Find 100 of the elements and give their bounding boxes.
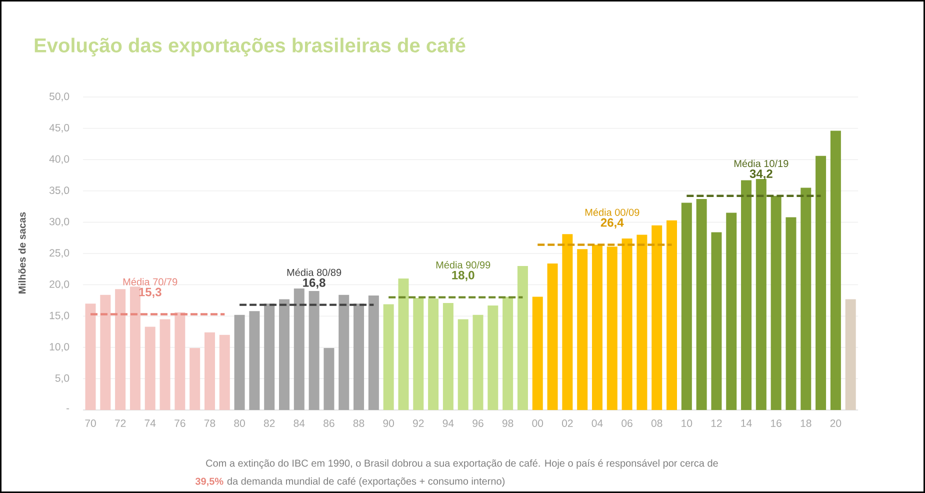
- bar: [308, 291, 320, 410]
- x-tick-label: 02: [562, 420, 573, 427]
- bar: [681, 202, 692, 410]
- text: Média 80/89: [287, 268, 342, 276]
- x-tick-label: 92: [413, 420, 424, 427]
- bar: [100, 294, 111, 410]
- bar: [711, 232, 722, 410]
- x-tick-label: 08: [651, 420, 662, 427]
- bar: [160, 319, 170, 410]
- bar: [249, 311, 260, 410]
- text: Com a extinção do IBC em 1990, o Brasil dobrou a sua exportação de café. Hoje o país é responsável por cerca de: [206, 459, 718, 469]
- bar: [666, 220, 678, 410]
- text: Média 10/19: [734, 160, 788, 168]
- text: Média 70/79: [123, 278, 178, 286]
- bar: [606, 246, 618, 410]
- y-tick-label: 10,0: [50, 343, 70, 352]
- y-tick-label: 35,0: [49, 186, 70, 196]
- bar: [324, 348, 334, 410]
- x-tick-label: 14: [741, 420, 752, 427]
- x-tick-label: 72: [115, 420, 126, 427]
- bar: [502, 296, 514, 410]
- bar: [398, 278, 409, 410]
- bar: [770, 196, 782, 410]
- text: Média 00/09: [585, 208, 640, 216]
- x-tick-label: 78: [204, 420, 216, 427]
- x-tick-label: 70: [85, 420, 96, 427]
- x-tick-label: 20: [830, 420, 842, 427]
- x-tick-label: 90: [383, 420, 394, 427]
- bar: [786, 217, 796, 410]
- bar: [115, 289, 126, 410]
- bar: [652, 225, 662, 410]
- bar: [577, 249, 588, 410]
- x-tick-label: 10: [682, 420, 692, 427]
- x-tick-label: 00: [532, 420, 544, 427]
- x-tick-label: 12: [711, 420, 722, 427]
- text: 39,5%: [195, 478, 224, 486]
- y-tick-label: 15,0: [50, 312, 70, 320]
- bar: [458, 319, 468, 410]
- bar: [219, 334, 230, 410]
- bar: [696, 199, 707, 410]
- bar: [354, 304, 364, 410]
- bar: [562, 234, 573, 410]
- bar: [338, 294, 350, 410]
- bar: [130, 286, 140, 410]
- bar: [190, 348, 200, 410]
- bar: [174, 312, 186, 410]
- data-label: 15,3: [139, 288, 162, 298]
- data-label: 34,2: [750, 169, 772, 180]
- data-label: 16,8: [303, 278, 326, 289]
- bar: [800, 188, 812, 410]
- data-label: 26,4: [600, 218, 624, 229]
- x-tick-label: 94: [442, 420, 454, 427]
- bar: [830, 130, 841, 410]
- bar: [413, 298, 424, 410]
- bar: [472, 314, 484, 410]
- bar: [741, 180, 752, 410]
- x-tick-label: 74: [144, 420, 156, 427]
- y-tick-label: 50,0: [50, 92, 70, 102]
- y-tick-label: -: [66, 408, 70, 410]
- chart-title: Evolução das exportações brasileiras de café: [34, 38, 466, 56]
- bar: [264, 304, 275, 410]
- bar: [383, 304, 394, 410]
- y-tick-label: 20,0: [50, 280, 70, 290]
- bar: [428, 298, 439, 410]
- y-tick-label: 25,0: [50, 249, 70, 258]
- bar: [532, 296, 543, 410]
- bar: [816, 156, 826, 410]
- y-tick-label: 40,0: [49, 155, 70, 164]
- text: da demanda mundial de café (exportações + consumo interno): [227, 477, 505, 487]
- bar: [294, 288, 304, 410]
- y-tick-label: 30,0: [49, 218, 70, 227]
- bar: [517, 266, 528, 410]
- bar: [488, 305, 498, 410]
- x-tick-label: 76: [174, 420, 186, 427]
- x-tick-label: 06: [622, 420, 632, 427]
- bar: [726, 212, 737, 410]
- bar: [845, 299, 856, 410]
- x-tick-label: 84: [294, 420, 305, 427]
- x-tick-label: 04: [592, 420, 603, 427]
- bar: [622, 238, 632, 410]
- bar: [144, 326, 156, 410]
- x-tick-label: 98: [502, 420, 514, 427]
- x-tick-label: 80: [234, 420, 245, 427]
- bar: [204, 332, 215, 410]
- bar: [636, 234, 648, 410]
- bar: [547, 264, 558, 410]
- y-tick-label: 45,0: [49, 124, 70, 133]
- bar: [756, 179, 766, 410]
- bar: [592, 244, 602, 410]
- bar: [234, 314, 245, 410]
- y-tick-label: 5,0: [55, 374, 70, 384]
- data-label: 18,0: [452, 270, 474, 282]
- bar: [85, 304, 96, 410]
- x-tick-label: 88: [353, 420, 364, 427]
- y-axis-title: Milhões de sacas: [18, 212, 26, 294]
- bar: [279, 299, 290, 410]
- bar: [442, 302, 454, 410]
- x-tick-label: 16: [771, 420, 782, 427]
- x-tick-label: 18: [800, 420, 812, 427]
- bar: [368, 295, 379, 410]
